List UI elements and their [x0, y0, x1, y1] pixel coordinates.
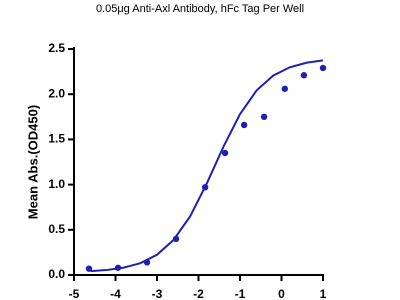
data-point [319, 64, 327, 72]
y-tick-label: 0.5 [48, 222, 65, 236]
x-tick-label: -5 [69, 287, 80, 300]
y-tick-label: 1.0 [48, 177, 65, 191]
data-point [260, 113, 268, 121]
fit-curve [90, 59, 324, 273]
x-tick-label: -3 [152, 287, 163, 300]
data-point [201, 184, 209, 191]
x-tick-label: -2 [193, 287, 204, 300]
data-point [240, 121, 248, 129]
data-point [85, 265, 93, 272]
chart-title: 0.05μg Anti-Axl Antibody, hFc Tag Per We… [96, 3, 304, 15]
data-point [114, 264, 122, 271]
x-tick-label: 1 [320, 287, 327, 300]
y-tick-label: 2.5 [48, 41, 65, 55]
y-tick-label: 0.0 [48, 267, 65, 281]
data-point [143, 259, 151, 266]
y-tick-label: 2.0 [48, 86, 65, 100]
data-point [221, 149, 229, 157]
y-tick-label: 1.5 [48, 132, 65, 146]
data-point [281, 85, 289, 92]
x-tick-label: -1 [235, 287, 246, 300]
x-tick-label: -4 [110, 287, 121, 300]
data-point [300, 72, 308, 79]
y-axis-label: Mean Abs.(OD450) [25, 105, 40, 219]
x-tick-label: 0 [278, 287, 285, 300]
data-point [172, 235, 180, 243]
